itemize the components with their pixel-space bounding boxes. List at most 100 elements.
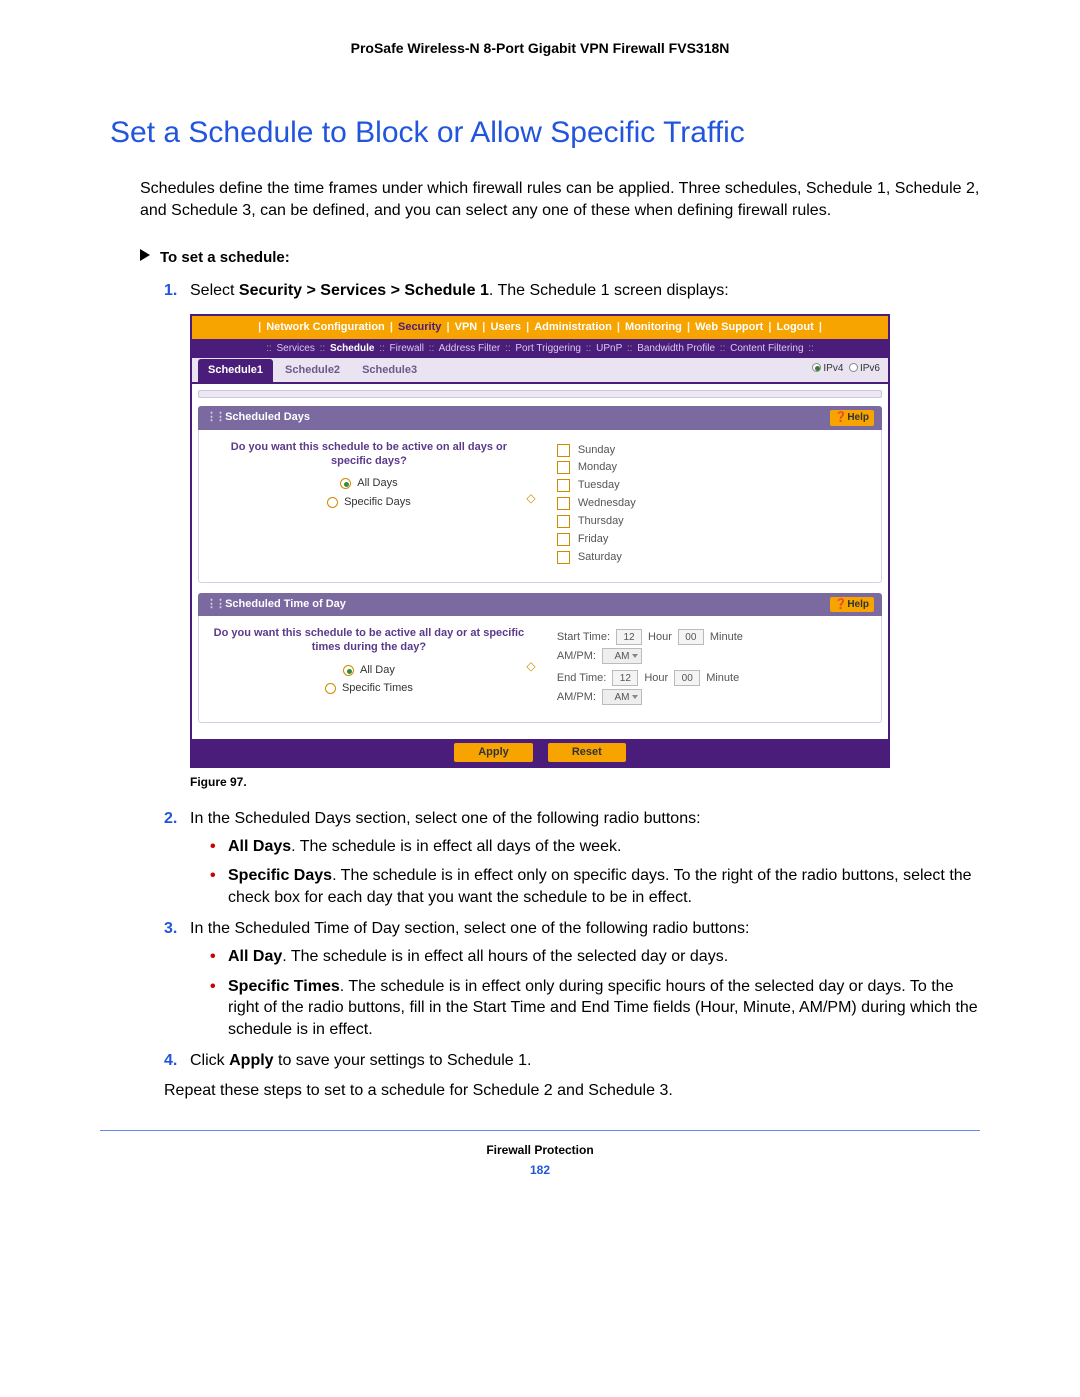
radio-specific-times[interactable] bbox=[325, 683, 336, 694]
start-time-label: Start Time: bbox=[557, 630, 610, 645]
nav-security[interactable]: Security bbox=[398, 321, 441, 333]
step-4: 4. Click Apply to save your settings to … bbox=[164, 1050, 980, 1072]
product-header: ProSafe Wireless-N 8-Port Gigabit VPN Fi… bbox=[100, 40, 980, 56]
subnav-upnp[interactable]: UPnP bbox=[596, 343, 622, 354]
step-number: 2. bbox=[164, 808, 177, 830]
start-hour-input[interactable]: 12 bbox=[616, 629, 642, 645]
step1-pre: Select bbox=[190, 282, 239, 299]
nav-admin[interactable]: Administration bbox=[534, 321, 612, 333]
step3-text: In the Scheduled Time of Day section, se… bbox=[190, 920, 749, 937]
step1-post: . The Schedule 1 screen displays: bbox=[489, 282, 729, 299]
checkbox-tuesday[interactable] bbox=[557, 479, 570, 492]
tab-schedule2[interactable]: Schedule2 bbox=[275, 359, 350, 382]
checkbox-saturday[interactable] bbox=[557, 551, 570, 564]
all-day-label: All Day bbox=[360, 663, 395, 678]
step-3: 3. In the Scheduled Time of Day section,… bbox=[164, 918, 980, 1040]
start-minute-input[interactable]: 00 bbox=[678, 629, 704, 645]
ipv4-label: IPv4 bbox=[823, 363, 843, 374]
tab-schedule3[interactable]: Schedule3 bbox=[352, 359, 427, 382]
help-button[interactable]: ❓Help bbox=[830, 410, 874, 426]
tod-question: Do you want this schedule to be active a… bbox=[211, 626, 527, 655]
footer-page: 182 bbox=[0, 1163, 1080, 1177]
page-title: Set a Schedule to Block or Allow Specifi… bbox=[110, 116, 980, 150]
divider-icon-2: ◇ bbox=[526, 658, 535, 674]
minute-label-2: Minute bbox=[706, 671, 739, 686]
step-1: 1. Select Security > Services > Schedule… bbox=[164, 280, 980, 790]
step-number: 1. bbox=[164, 280, 177, 302]
checkbox-thursday[interactable] bbox=[557, 515, 570, 528]
subnav-schedule[interactable]: Schedule bbox=[330, 343, 374, 354]
task-heading: To set a schedule: bbox=[140, 249, 980, 266]
nav-network[interactable]: Network Configuration bbox=[266, 321, 385, 333]
wednesday-label: Wednesday bbox=[578, 496, 636, 511]
saturday-label: Saturday bbox=[578, 550, 622, 565]
step2-bullet-a: All Days. The schedule is in effect all … bbox=[210, 836, 980, 858]
monday-label: Monday bbox=[578, 460, 617, 475]
step4-post: to save your settings to Schedule 1. bbox=[274, 1052, 532, 1069]
step4-pre: Click bbox=[190, 1052, 229, 1069]
end-minute-input[interactable]: 00 bbox=[674, 670, 700, 686]
nav-vpn[interactable]: VPN bbox=[455, 321, 478, 333]
subnav-content[interactable]: Content Filtering bbox=[730, 343, 803, 354]
step2-bullet-b: Specific Days. The schedule is in effect… bbox=[210, 865, 980, 908]
scheduled-days-body: Do you want this schedule to be active o… bbox=[198, 430, 882, 583]
tab-row: Schedule1 Schedule2 Schedule3 IPv4 IPv6 bbox=[192, 358, 888, 384]
step3-bullet-a: All Day. The schedule is in effect all h… bbox=[210, 946, 980, 968]
nav-websupport[interactable]: Web Support bbox=[695, 321, 763, 333]
specific-times-label: Specific Times bbox=[342, 681, 413, 696]
tuesday-label: Tuesday bbox=[578, 478, 620, 493]
footer-rule bbox=[100, 1130, 980, 1131]
reset-button[interactable]: Reset bbox=[548, 743, 626, 762]
intro-paragraph: Schedules define the time frames under w… bbox=[140, 178, 980, 221]
radio-ipv4[interactable] bbox=[812, 363, 821, 372]
subnav-bandwidth[interactable]: Bandwidth Profile bbox=[637, 343, 715, 354]
thursday-label: Thursday bbox=[578, 514, 624, 529]
footer-section: Firewall Protection bbox=[0, 1143, 1080, 1157]
tod-header-text: Scheduled Time of Day bbox=[206, 597, 346, 612]
radio-all-day[interactable] bbox=[343, 665, 354, 676]
nav-logout[interactable]: Logout bbox=[777, 321, 814, 333]
ip-toggle: IPv4 IPv6 bbox=[812, 362, 880, 376]
tab-schedule1[interactable]: Schedule1 bbox=[198, 359, 273, 382]
subnav-porttrigger[interactable]: Port Triggering bbox=[515, 343, 581, 354]
scheduled-time-body: Do you want this schedule to be active a… bbox=[198, 616, 882, 723]
friday-label: Friday bbox=[578, 532, 609, 547]
page-footer: Firewall Protection 182 bbox=[0, 1143, 1080, 1177]
checkbox-friday[interactable] bbox=[557, 533, 570, 546]
end-time-label: End Time: bbox=[557, 671, 607, 686]
checkbox-wednesday[interactable] bbox=[557, 497, 570, 510]
step-2: 2. In the Scheduled Days section, select… bbox=[164, 808, 980, 908]
status-bar bbox=[198, 390, 882, 398]
nav-users[interactable]: Users bbox=[490, 321, 521, 333]
step-number: 4. bbox=[164, 1050, 177, 1072]
task-heading-text: To set a schedule: bbox=[160, 249, 290, 266]
hour-label: Hour bbox=[648, 630, 672, 645]
hour-label-2: Hour bbox=[644, 671, 668, 686]
radio-specific-days[interactable] bbox=[327, 497, 338, 508]
arrow-icon bbox=[140, 249, 150, 261]
subnav-services[interactable]: Services bbox=[276, 343, 314, 354]
end-hour-input[interactable]: 12 bbox=[612, 670, 638, 686]
button-row: Apply Reset bbox=[192, 739, 888, 766]
all-days-label: All Days bbox=[357, 476, 397, 491]
checkbox-sunday[interactable] bbox=[557, 444, 570, 457]
subnav-addressfilter[interactable]: Address Filter bbox=[439, 343, 501, 354]
router-ui-screenshot: | Network Configuration | Security | VPN… bbox=[190, 314, 890, 768]
top-nav: | Network Configuration | Security | VPN… bbox=[192, 316, 888, 339]
start-ampm-select[interactable]: AM bbox=[602, 648, 642, 664]
end-ampm-select[interactable]: AM bbox=[602, 689, 642, 705]
subnav-firewall[interactable]: Firewall bbox=[390, 343, 424, 354]
step4-bold: Apply bbox=[229, 1052, 273, 1069]
apply-button[interactable]: Apply bbox=[454, 743, 533, 762]
divider-icon: ◇ bbox=[526, 490, 535, 506]
figure-caption: Figure 97. bbox=[190, 774, 890, 790]
radio-all-days[interactable] bbox=[340, 478, 351, 489]
nav-monitoring[interactable]: Monitoring bbox=[625, 321, 682, 333]
scheduled-days-header: Scheduled Days ❓Help bbox=[198, 406, 882, 430]
step3-bullet-b: Specific Times. The schedule is in effec… bbox=[210, 976, 980, 1041]
repeat-text: Repeat these steps to set to a schedule … bbox=[164, 1082, 980, 1100]
checkbox-monday[interactable] bbox=[557, 461, 570, 474]
radio-ipv6[interactable] bbox=[849, 363, 858, 372]
help-button-2[interactable]: ❓Help bbox=[830, 597, 874, 613]
specific-days-label: Specific Days bbox=[344, 495, 411, 510]
